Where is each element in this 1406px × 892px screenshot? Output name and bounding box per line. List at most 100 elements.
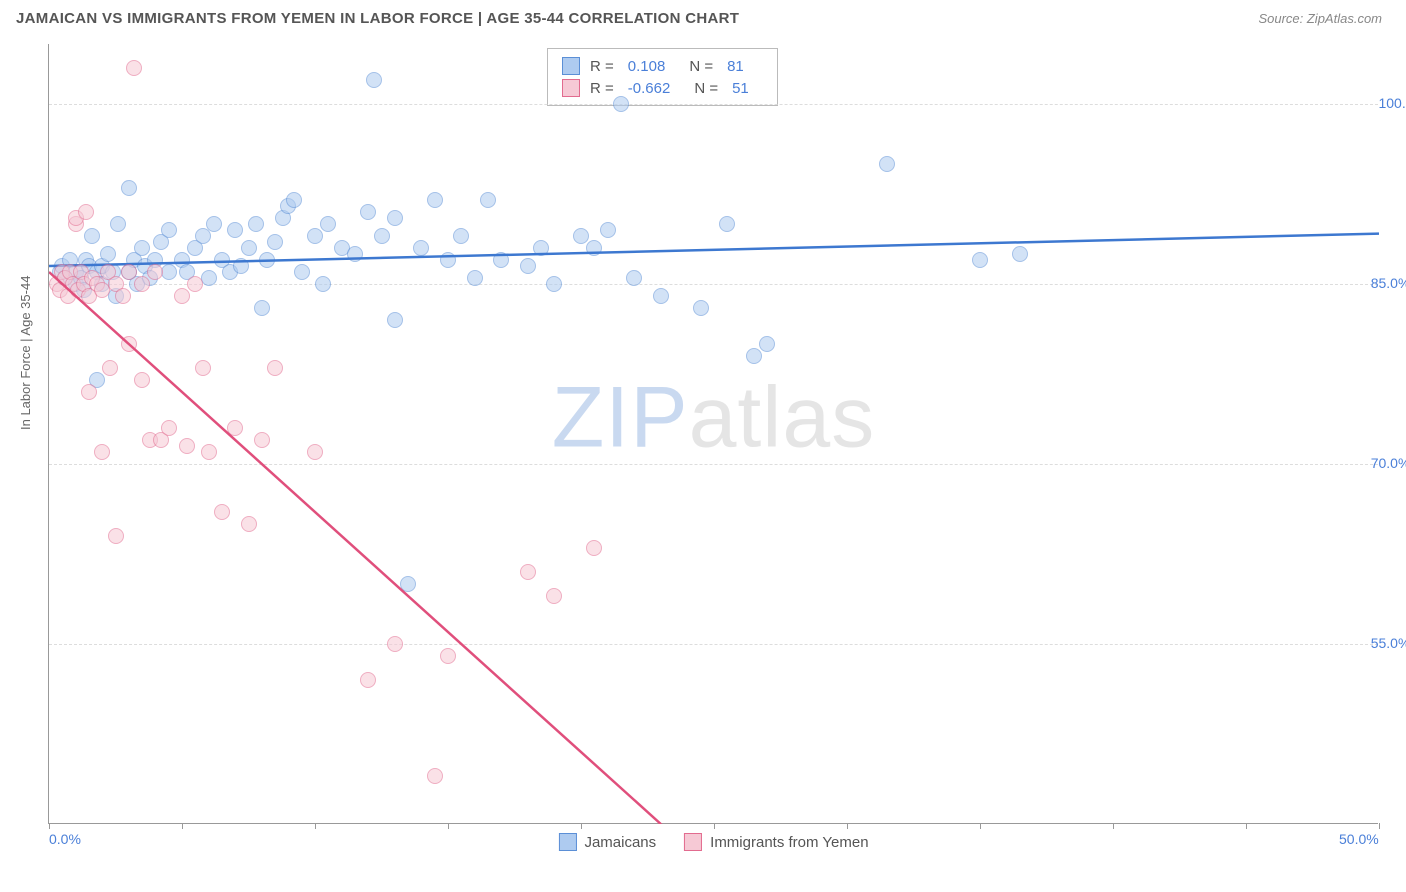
- data-point: [347, 246, 363, 262]
- data-point: [719, 216, 735, 232]
- x-tick-mark: [49, 823, 50, 829]
- data-point: [360, 204, 376, 220]
- data-point: [227, 222, 243, 238]
- data-point: [1012, 246, 1028, 262]
- data-point: [161, 222, 177, 238]
- gridline: [49, 284, 1378, 285]
- data-point: [78, 204, 94, 220]
- swatch-jamaicans: [562, 57, 580, 75]
- data-point: [493, 252, 509, 268]
- data-point: [360, 672, 376, 688]
- y-tick-label: 100.0%: [1378, 95, 1406, 111]
- data-point: [108, 528, 124, 544]
- swatch-yemen-icon: [684, 833, 702, 851]
- r-label: R =: [590, 80, 614, 97]
- chart-header: JAMAICAN VS IMMIGRANTS FROM YEMEN IN LAB…: [0, 0, 1406, 33]
- data-point: [759, 336, 775, 352]
- legend-row-jamaicans: R = 0.108 N = 81: [562, 55, 763, 77]
- data-point: [110, 216, 126, 232]
- data-point: [206, 216, 222, 232]
- x-tick-mark: [1246, 823, 1247, 829]
- data-point: [533, 240, 549, 256]
- data-point: [440, 252, 456, 268]
- data-point: [413, 240, 429, 256]
- data-point: [214, 504, 230, 520]
- y-tick-label: 70.0%: [1371, 455, 1406, 471]
- watermark-zip: ZIP: [552, 369, 689, 465]
- data-point: [94, 444, 110, 460]
- data-point: [267, 234, 283, 250]
- data-point: [520, 258, 536, 274]
- x-tick-mark: [1379, 823, 1380, 829]
- data-point: [81, 384, 97, 400]
- data-point: [480, 192, 496, 208]
- data-point: [320, 216, 336, 232]
- watermark: ZIPatlas: [552, 368, 875, 467]
- series-legend: Jamaicans Immigrants from Yemen: [558, 833, 868, 851]
- data-point: [972, 252, 988, 268]
- y-tick-label: 55.0%: [1371, 635, 1406, 651]
- data-point: [307, 444, 323, 460]
- data-point: [520, 564, 536, 580]
- data-point: [241, 516, 257, 532]
- r-label: R =: [590, 58, 614, 75]
- swatch-yemen: [562, 79, 580, 97]
- data-point: [134, 372, 150, 388]
- data-point: [746, 348, 762, 364]
- chart-plot-area: ZIPatlas R = 0.108 N = 81 R = -0.662 N =…: [48, 44, 1378, 824]
- r-value-yemen: -0.662: [628, 80, 671, 97]
- n-value-jamaicans: 81: [727, 58, 744, 75]
- n-label: N =: [694, 80, 718, 97]
- data-point: [254, 432, 270, 448]
- x-tick-mark: [315, 823, 316, 829]
- data-point: [387, 312, 403, 328]
- data-point: [100, 246, 116, 262]
- data-point: [134, 276, 150, 292]
- data-point: [467, 270, 483, 286]
- x-tick-label: 50.0%: [1339, 831, 1379, 847]
- legend-label-yemen: Immigrants from Yemen: [710, 834, 868, 851]
- data-point: [400, 576, 416, 592]
- data-point: [626, 270, 642, 286]
- data-point: [187, 276, 203, 292]
- x-tick-mark: [581, 823, 582, 829]
- data-point: [600, 222, 616, 238]
- data-point: [134, 240, 150, 256]
- y-axis-label: In Labor Force | Age 35-44: [18, 276, 33, 430]
- data-point: [315, 276, 331, 292]
- x-tick-mark: [980, 823, 981, 829]
- legend-row-yemen: R = -0.662 N = 51: [562, 77, 763, 99]
- r-value-jamaicans: 0.108: [628, 58, 666, 75]
- gridline: [49, 464, 1378, 465]
- data-point: [653, 288, 669, 304]
- swatch-jamaicans-icon: [558, 833, 576, 851]
- data-point: [307, 228, 323, 244]
- data-point: [427, 192, 443, 208]
- data-point: [115, 288, 131, 304]
- correlation-legend: R = 0.108 N = 81 R = -0.662 N = 51: [547, 48, 778, 106]
- data-point: [879, 156, 895, 172]
- data-point: [267, 360, 283, 376]
- data-point: [586, 240, 602, 256]
- data-point: [161, 420, 177, 436]
- n-value-yemen: 51: [732, 80, 749, 97]
- trend-line: [49, 44, 1379, 824]
- data-point: [201, 444, 217, 460]
- data-point: [374, 228, 390, 244]
- chart-source: Source: ZipAtlas.com: [1258, 11, 1382, 26]
- data-point: [366, 72, 382, 88]
- data-point: [121, 336, 137, 352]
- data-point: [102, 360, 118, 376]
- legend-item-jamaicans: Jamaicans: [558, 833, 656, 851]
- data-point: [440, 648, 456, 664]
- data-point: [693, 300, 709, 316]
- data-point: [174, 288, 190, 304]
- data-point: [126, 60, 142, 76]
- x-tick-mark: [714, 823, 715, 829]
- data-point: [453, 228, 469, 244]
- data-point: [387, 210, 403, 226]
- data-point: [254, 300, 270, 316]
- data-point: [259, 252, 275, 268]
- data-point: [233, 258, 249, 274]
- x-tick-mark: [182, 823, 183, 829]
